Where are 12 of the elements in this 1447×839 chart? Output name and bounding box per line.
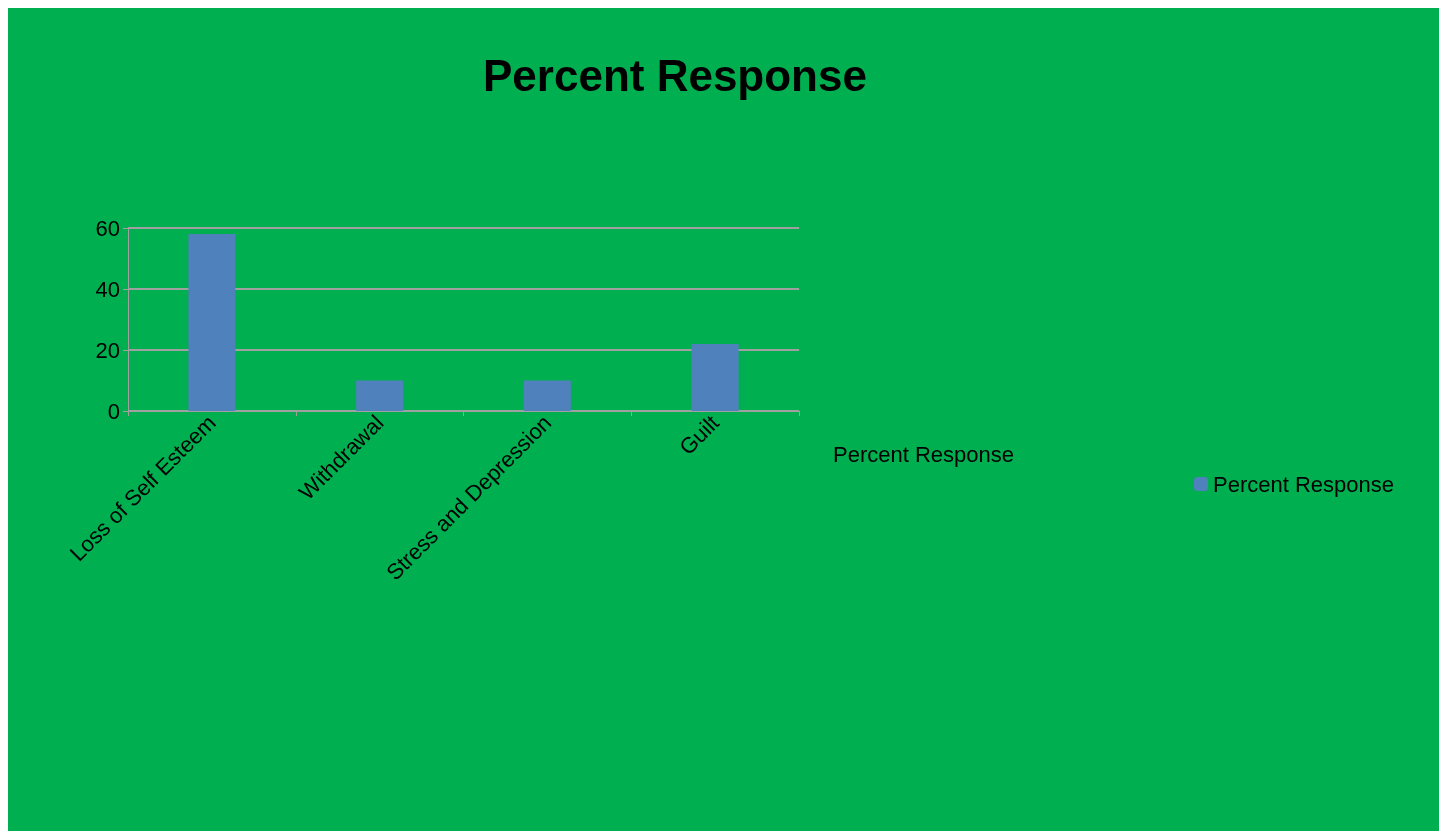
bar [356,380,404,411]
bar [188,234,236,411]
y-tick-label: 20 [95,337,120,363]
legend-label: Percent Response [1213,471,1394,497]
y-tick-label: 40 [95,276,120,302]
text: Percent Response [833,441,1014,467]
bar [523,380,571,411]
chart-title: Percent Response [483,50,867,100]
x-tick-label: Guilt [674,410,724,460]
y-tick-label: 60 [95,215,120,241]
y-tick-label: 0 [107,398,120,424]
bar [691,343,739,411]
